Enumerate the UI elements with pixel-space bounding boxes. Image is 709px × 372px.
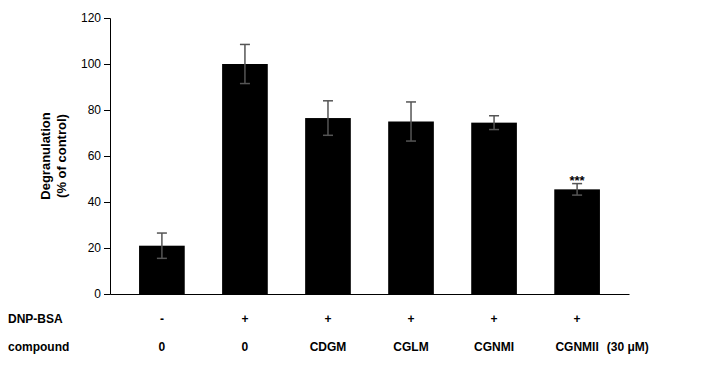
y-tick: 100 [81, 57, 110, 71]
y-tick: 0 [94, 287, 110, 301]
error-bar-cap [240, 44, 250, 46]
error-bar [240, 44, 250, 83]
bar [388, 122, 434, 295]
x-axis-line [111, 294, 630, 295]
y-tick-mark [104, 18, 110, 19]
error-bar-cap [240, 83, 250, 85]
category-label: 0 [242, 340, 249, 354]
y-tick-label: 0 [94, 287, 101, 301]
error-bar-stem [161, 233, 163, 258]
y-tick-mark [104, 156, 110, 157]
treatment-label: + [491, 312, 498, 326]
category-label: CGNMI [474, 340, 514, 354]
y-tick-mark [104, 110, 110, 111]
category-label: CGNMII [555, 340, 598, 354]
category-label: CDGM [310, 340, 347, 354]
error-bar [489, 116, 499, 130]
bar [222, 64, 268, 294]
category-label: CGLM [393, 340, 428, 354]
error-bar-cap [489, 115, 499, 117]
y-tick: 20 [88, 241, 110, 255]
treatment-label: + [574, 312, 581, 326]
error-bar-cap [572, 194, 582, 196]
bar [554, 189, 600, 294]
category-label: 0 [159, 340, 166, 354]
error-bar-stem [493, 116, 495, 130]
treatment-label: - [160, 312, 164, 326]
marks [139, 44, 600, 294]
y-tick-mark [104, 248, 110, 249]
y-tick-label: 80 [88, 103, 102, 117]
y-axis-line [104, 19, 111, 295]
y-tick-mark [104, 294, 110, 295]
annotation: *** [570, 173, 586, 188]
row-header: compound [8, 340, 69, 354]
y-tick: 40 [88, 195, 110, 209]
category-note: (30 μM) [607, 340, 649, 354]
treatment-label: + [241, 312, 248, 326]
error-bar [406, 102, 416, 141]
error-bar-cap [157, 232, 167, 234]
treatment-label: + [324, 312, 331, 326]
plot-area: 0 20 40 60 80 100 120 Degranulation(% of contro… [38, 11, 629, 301]
error-bar-stem [327, 101, 329, 136]
y-tick-label: 40 [88, 195, 102, 209]
error-bar [323, 101, 333, 136]
error-bar-stem [244, 44, 246, 83]
y-axis: 0 20 40 60 80 100 120 [81, 11, 111, 301]
y-tick-label: 120 [81, 11, 101, 25]
y-axis-title-line: Degranulation [38, 112, 53, 199]
y-tick-mark [104, 64, 110, 65]
error-bar-stem [410, 102, 412, 141]
bar [471, 123, 517, 294]
error-bar-cap [323, 100, 333, 102]
y-tick-label: 60 [88, 149, 102, 163]
error-bar-cap [406, 101, 416, 103]
x-axis [111, 294, 630, 295]
error-bar-cap [489, 129, 499, 131]
treatment-label: + [408, 312, 415, 326]
error-bar-cap [406, 140, 416, 142]
y-tick-label: 20 [88, 241, 102, 255]
bar [305, 118, 351, 294]
y-axis-title-line: (% of control) [54, 114, 69, 198]
error-bar-cap [323, 135, 333, 137]
y-tick-label: 100 [81, 57, 101, 71]
y-tick: 60 [88, 149, 110, 163]
error-bar [157, 233, 167, 258]
row-header: DNP-BSA [8, 312, 63, 326]
y-axis-title: Degranulation(% of control) [38, 112, 69, 199]
error-bar-cap [157, 258, 167, 260]
chart: 0 20 40 60 80 100 120 Degranulation(% of contro… [0, 0, 709, 372]
y-tick-mark [104, 202, 110, 203]
y-tick: 120 [81, 11, 110, 25]
y-tick: 80 [88, 103, 110, 117]
